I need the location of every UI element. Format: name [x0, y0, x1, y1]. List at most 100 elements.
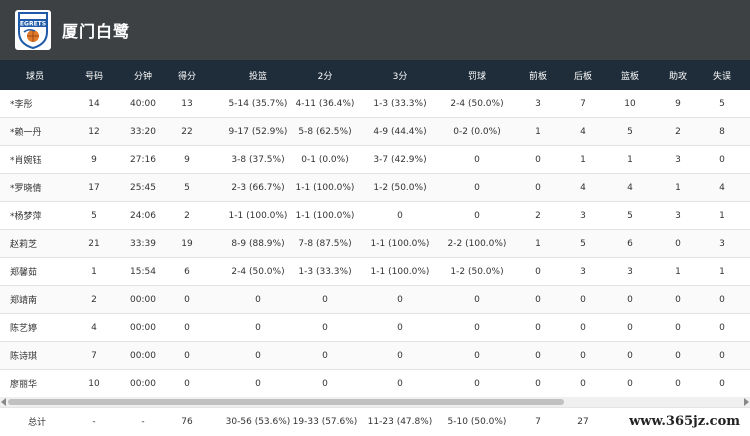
three-pt-cell: 1-2 (50.0%) [373, 182, 427, 193]
three-pt-cell: 0 [397, 350, 403, 361]
minutes-cell: 40:00 [130, 98, 156, 109]
off-reb-cell: 1 [535, 126, 541, 137]
two-pt-cell: 1-1 (100.0%) [295, 210, 355, 221]
header-ast: 助攻 [668, 71, 688, 82]
points-cell: 76 [181, 416, 193, 427]
fg-cell: 2-3 (66.7%) [231, 182, 285, 193]
tov-cell: 0 [719, 350, 725, 361]
number-cell: 4 [91, 322, 97, 333]
ft-cell: 5-10 (50.0%) [447, 416, 507, 427]
off-reb-cell: 0 [535, 266, 541, 277]
player-cell: *赖一丹 [10, 128, 42, 138]
ast-cell: 9 [675, 98, 681, 109]
three-pt-cell: 0 [397, 294, 403, 305]
watermark: www.365jz.com [623, 410, 746, 432]
three-pt-cell: 1-1 (100.0%) [370, 266, 430, 277]
reb-cell: 0 [627, 294, 633, 305]
number-cell: 21 [88, 238, 100, 249]
fg-cell: 1-1 (100.0%) [228, 210, 288, 221]
two-pt-cell: 7-8 (87.5%) [298, 238, 352, 249]
scroll-right-arrow-icon[interactable] [744, 398, 749, 406]
minutes-cell: 27:16 [130, 154, 156, 165]
tov-cell: 0 [719, 294, 725, 305]
off-reb-cell: 2 [535, 210, 541, 221]
player-cell: 陈艺婷 [10, 324, 38, 334]
header-ft: 罚球 [467, 71, 487, 82]
def-reb-cell: 3 [580, 266, 586, 277]
off-reb-cell: 1 [535, 238, 541, 249]
scrollbar-thumb[interactable] [8, 399, 564, 405]
tov-cell: 4 [719, 182, 725, 193]
reb-cell: 6 [627, 238, 633, 249]
team-logo: EGRETS [15, 10, 51, 50]
number-cell: 10 [88, 378, 100, 389]
tov-cell: 0 [719, 378, 725, 389]
points-cell: 0 [184, 322, 190, 333]
table-row: *李彤 14 40:00 13 5-14 (35.7%) 4-11 (36.4%) 1-3 … [0, 90, 750, 118]
number-cell: 5 [91, 210, 97, 221]
fg-cell: 3-8 (37.5%) [231, 154, 285, 165]
table-row: *肖婉钰 9 27:16 9 3-8 (37.5%) 0-1 (0.0%) 3-7 (42.… [0, 146, 750, 174]
ast-cell: 0 [675, 322, 681, 333]
ft-cell: 0 [474, 182, 480, 193]
points-cell: 19 [181, 238, 193, 249]
header-two-pt: 2分 [317, 71, 333, 82]
ft-cell: 0 [474, 294, 480, 305]
three-pt-cell: 1-3 (33.3%) [373, 98, 427, 109]
two-pt-cell: 0 [322, 322, 328, 333]
table-row: *赖一丹 12 33:20 22 9-17 (52.9%) 5-8 (62.5%) 4-9 … [0, 118, 750, 146]
fg-cell: 0 [255, 294, 261, 305]
def-reb-cell: 4 [580, 182, 586, 193]
header-reb: 篮板 [620, 71, 640, 82]
horizontal-scrollbar[interactable] [0, 397, 750, 407]
fg-cell: 2-4 (50.0%) [231, 266, 285, 277]
number-cell: - [92, 416, 96, 427]
table-row: 郑靖南 2 00:00 0 0 0 0 0 0 0 0 0 0 [0, 286, 750, 314]
minutes-cell: 00:00 [130, 350, 156, 361]
off-reb-cell: 0 [535, 350, 541, 361]
header-player: 球员 [26, 71, 45, 82]
team-header: EGRETS 厦门白鹭 [0, 0, 750, 60]
ast-cell: 0 [675, 350, 681, 361]
ft-cell: 0 [474, 210, 480, 221]
player-cell: 总计 [28, 418, 47, 428]
header-number: 号码 [84, 71, 104, 82]
tov-cell: 8 [719, 126, 725, 137]
table-row: 陈诗琪 7 00:00 0 0 0 0 0 0 0 0 0 0 [0, 342, 750, 370]
minutes-cell: 33:20 [130, 126, 156, 137]
def-reb-cell: 3 [580, 210, 586, 221]
def-reb-cell: 4 [580, 126, 586, 137]
tov-cell: 1 [719, 210, 725, 221]
ft-cell: 0 [474, 322, 480, 333]
fg-cell: 0 [255, 350, 261, 361]
tov-cell: 1 [719, 266, 725, 277]
player-cell: 陈诗琪 [10, 352, 38, 362]
header-def-reb: 后板 [573, 71, 593, 82]
off-reb-cell: 0 [535, 322, 541, 333]
reb-cell: 0 [627, 378, 633, 389]
tov-cell: 3 [719, 238, 725, 249]
three-pt-cell: 0 [397, 322, 403, 333]
header-fg: 投篮 [248, 71, 268, 82]
header-tov: 失误 [712, 71, 732, 82]
player-cell: 廖丽华 [10, 380, 38, 390]
two-pt-cell: 4-11 (36.4%) [295, 98, 355, 109]
number-cell: 7 [91, 350, 97, 361]
three-pt-cell: 3-7 (42.9%) [373, 154, 427, 165]
minutes-cell: 25:45 [130, 182, 156, 193]
scroll-left-arrow-icon[interactable] [1, 398, 6, 406]
table-row: 赵莉芝 21 33:39 19 8-9 (88.9%) 7-8 (87.5%) 1-1 (1… [0, 230, 750, 258]
def-reb-cell: 0 [580, 322, 586, 333]
minutes-cell: 00:00 [130, 322, 156, 333]
two-pt-cell: 1-3 (33.3%) [298, 266, 352, 277]
fg-cell: 0 [255, 322, 261, 333]
reb-cell: 10 [624, 98, 636, 109]
header-points: 得分 [177, 71, 197, 82]
fg-cell: 9-17 (52.9%) [228, 126, 288, 137]
off-reb-cell: 0 [535, 294, 541, 305]
table-row: 郑馨茹 1 15:54 6 2-4 (50.0%) 1-3 (33.3%) 1-1 (100… [0, 258, 750, 286]
points-cell: 5 [184, 182, 190, 193]
three-pt-cell: 11-23 (47.8%) [367, 416, 433, 427]
player-stats-table: *李彤 14 40:00 13 5-14 (35.7%) 4-11 (36.4%) 1-3 … [0, 90, 750, 398]
reb-cell: 4 [627, 182, 633, 193]
